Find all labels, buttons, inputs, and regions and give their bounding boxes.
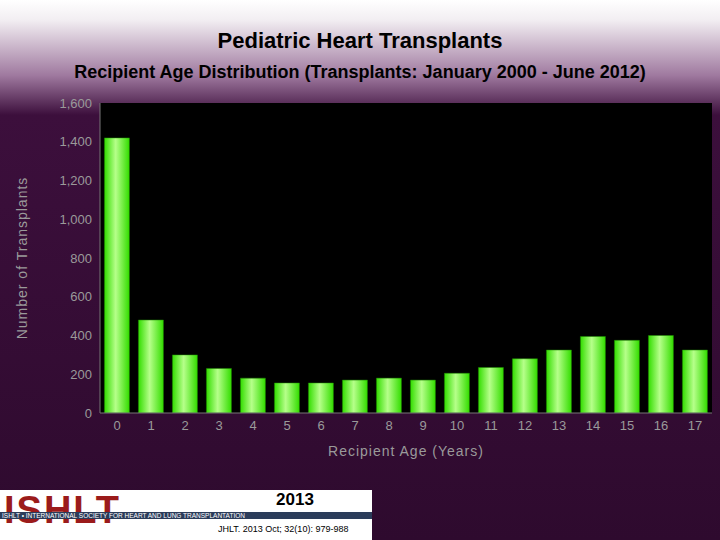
svg-text:14: 14 [586, 418, 600, 433]
svg-text:1,600: 1,600 [59, 96, 92, 111]
svg-text:1: 1 [147, 418, 154, 433]
svg-text:16: 16 [654, 418, 668, 433]
html-text:Recipient Age Distribution (Tr: Recipient Age Distribution (Transplants:… [74, 62, 646, 82]
svg-text:0: 0 [113, 418, 120, 433]
svg-text:1,400: 1,400 [59, 134, 92, 149]
svg-text:11: 11 [484, 418, 498, 433]
svg-text:2: 2 [181, 418, 188, 433]
svg-text:7: 7 [351, 418, 358, 433]
svg-text:600: 600 [70, 289, 92, 304]
svg-text:0: 0 [85, 406, 92, 421]
html-text:JHLT. 2013 Oct; 32(10): 979-98: JHLT. 2013 Oct; 32(10): 979-988 [218, 524, 349, 534]
svg-text:Number of Transplants: Number of Transplants [14, 177, 30, 340]
svg-text:200: 200 [70, 367, 92, 382]
html-text:Pediatric Heart Transplants: Pediatric Heart Transplants [217, 28, 503, 53]
html-text:ISHLT: ISHLT [4, 489, 121, 531]
svg-text:4: 4 [249, 418, 256, 433]
svg-text:15: 15 [620, 418, 634, 433]
svg-text:9: 9 [419, 418, 426, 433]
svg-text:400: 400 [70, 328, 92, 343]
svg-text:3: 3 [215, 418, 222, 433]
svg-text:1,000: 1,000 [59, 212, 92, 227]
svg-text:10: 10 [450, 418, 464, 433]
svg-text:17: 17 [688, 418, 702, 433]
svg-text:13: 13 [552, 418, 566, 433]
html-text:2013: 2013 [276, 490, 314, 509]
svg-text:800: 800 [70, 251, 92, 266]
svg-text:6: 6 [317, 418, 324, 433]
svg-text:1,200: 1,200 [59, 173, 92, 188]
svg-text:12: 12 [518, 418, 532, 433]
html-text:ISHLT • INTERNATIONAL SOCIETY: ISHLT • INTERNATIONAL SOCIETY FOR HEART … [2, 512, 245, 519]
svg-text:Recipient Age (Years): Recipient Age (Years) [328, 443, 484, 459]
svg-text:5: 5 [283, 418, 290, 433]
svg-text:8: 8 [385, 418, 392, 433]
